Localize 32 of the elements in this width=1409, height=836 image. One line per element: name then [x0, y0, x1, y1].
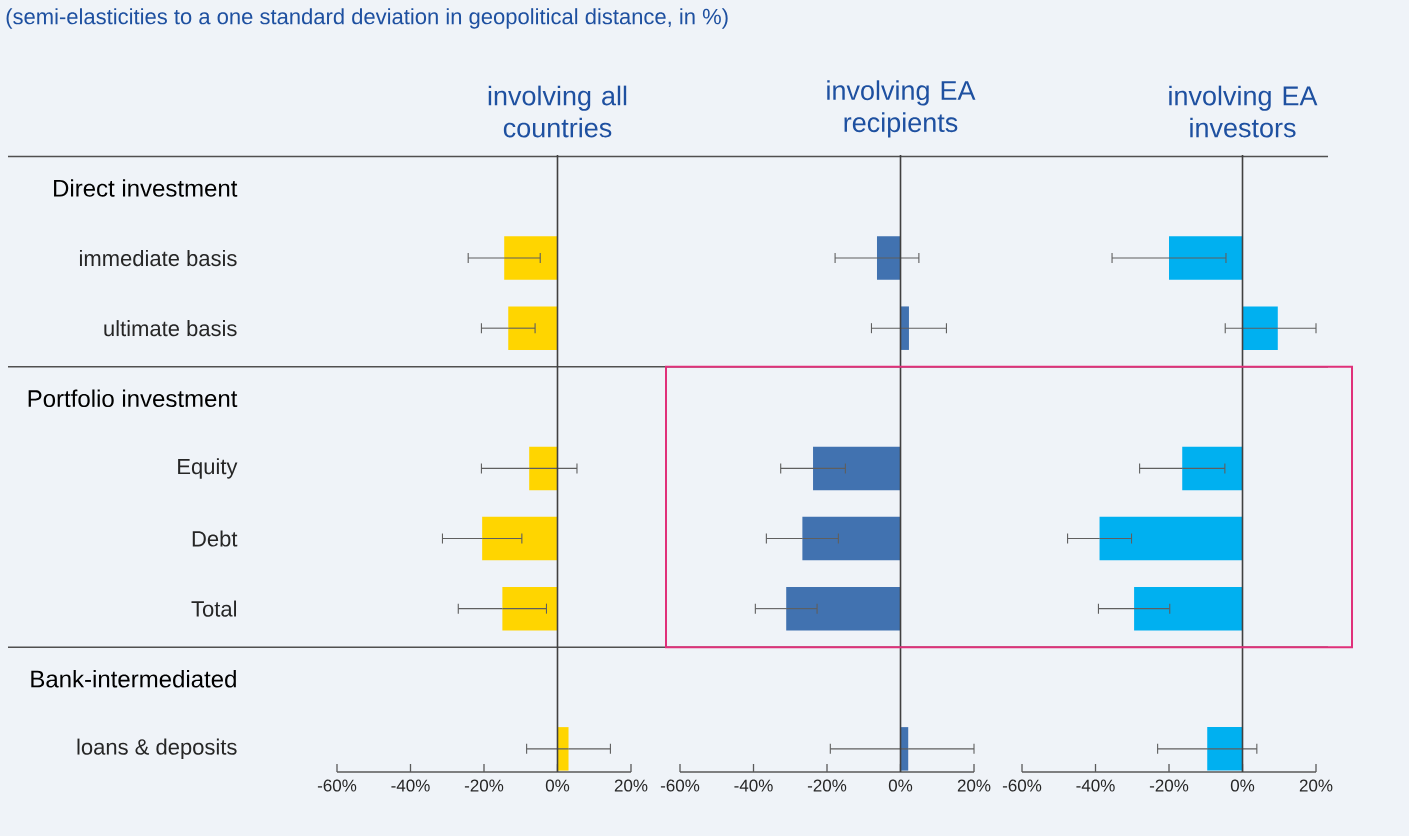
bar [813, 446, 901, 491]
x-tick-label: 0% [545, 779, 570, 792]
x-tick-label: -40% [1076, 779, 1115, 792]
x-tick-label: 20% [957, 779, 991, 792]
x-tick-label: -20% [807, 779, 847, 792]
x-tick-label: 0% [1230, 779, 1255, 792]
chart-title: involving EA investors [1169, 85, 1318, 138]
bar [802, 516, 901, 561]
y-tick-label: Bank-intermediated [31, 669, 236, 688]
y-tick-label: Direct investment [54, 179, 238, 197]
chart-title: involving EA recipients [827, 80, 976, 138]
x-tick-label: -60% [317, 779, 357, 792]
y-tick-label: Debt [192, 530, 238, 547]
x-tick-label: 20% [1299, 779, 1333, 792]
y-tick-label: ultimate basis [104, 320, 237, 337]
x-tick-label: -20% [464, 779, 504, 792]
x-tick-label: -40% [391, 779, 430, 792]
chart-title: involving all countries [488, 85, 627, 138]
x-tick-label: -20% [1149, 779, 1189, 792]
y-tick-label: immediate basis [79, 249, 237, 267]
y-tick-label: loans & deposits [77, 738, 237, 760]
x-tick-label: 0% [888, 779, 913, 792]
y-tick-label: Equity [178, 458, 238, 479]
text: (semi-elasticities to a one standard deviation in geopolitical distance, in %) [6, 8, 728, 29]
x-tick-label: -60% [1002, 779, 1042, 792]
x-tick-label: -40% [734, 779, 773, 792]
y-tick-label: Total [191, 600, 237, 617]
x-tick-label: -60% [660, 779, 700, 792]
y-tick-label: Portfolio investment [28, 389, 238, 408]
bar [876, 236, 901, 280]
bar [786, 586, 901, 631]
x-tick-label: 20% [614, 779, 648, 792]
